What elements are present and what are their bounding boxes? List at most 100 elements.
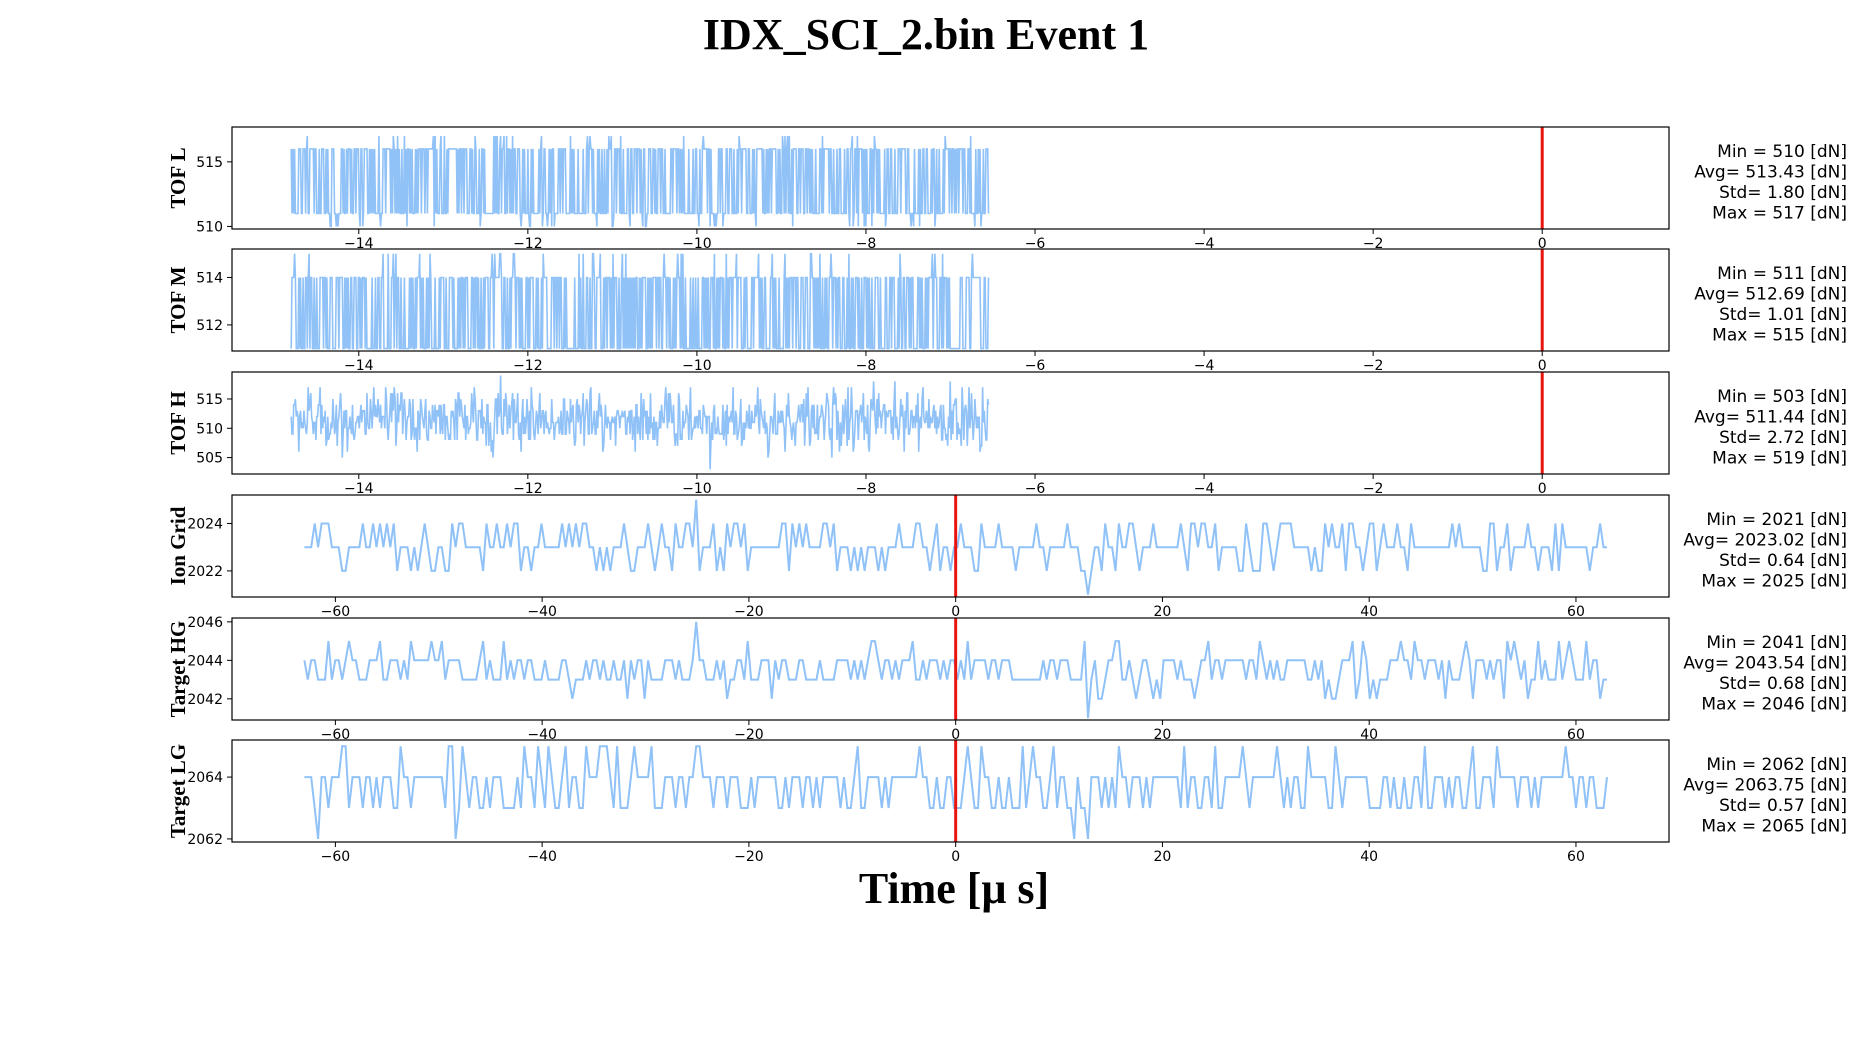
x-tick-label: 20 bbox=[1154, 604, 1172, 620]
y-tick-label: 512 bbox=[196, 318, 223, 334]
x-tick-label: 60 bbox=[1567, 849, 1585, 865]
y-tick-label: 2042 bbox=[187, 692, 223, 708]
stat-max: Max = 517 [dN] bbox=[1712, 204, 1847, 224]
x-tick-label: −14 bbox=[344, 481, 374, 497]
y-tick-label: 2022 bbox=[187, 564, 223, 580]
stat-avg: Avg= 511.44 [dN] bbox=[1694, 408, 1847, 428]
x-tick-label: −6 bbox=[1025, 481, 1046, 497]
stat-min: Min = 2062 [dN] bbox=[1706, 755, 1847, 775]
x-tick-label: −60 bbox=[321, 849, 351, 865]
x-tick-label: −8 bbox=[856, 358, 877, 374]
x-tick-label: 40 bbox=[1360, 604, 1378, 620]
stat-min: Min = 511 [dN] bbox=[1717, 264, 1847, 284]
x-tick-label: 40 bbox=[1360, 727, 1378, 743]
y-tick-label: 2046 bbox=[187, 615, 223, 631]
x-tick-label: −8 bbox=[856, 481, 877, 497]
y-tick-label: 2044 bbox=[187, 653, 223, 669]
x-tick-label: 0 bbox=[951, 727, 960, 743]
stat-max: Max = 519 [dN] bbox=[1712, 449, 1847, 469]
stat-std: Std= 0.57 [dN] bbox=[1719, 796, 1847, 816]
stat-max: Max = 2065 [dN] bbox=[1701, 817, 1847, 837]
x-tick-label: 0 bbox=[1538, 236, 1547, 252]
x-tick-label: 20 bbox=[1154, 849, 1172, 865]
axes-frame bbox=[231, 617, 1670, 721]
x-tick-label: −12 bbox=[513, 236, 543, 252]
x-tick-label: 0 bbox=[951, 604, 960, 620]
x-tick-label: −12 bbox=[513, 358, 543, 374]
trace-line bbox=[290, 135, 990, 228]
x-tick-label: 40 bbox=[1360, 849, 1378, 865]
x-axis-label: Time [μ s] bbox=[859, 864, 1049, 913]
x-tick-label: −4 bbox=[1194, 358, 1215, 374]
stat-min: Min = 2041 [dN] bbox=[1706, 633, 1847, 653]
stat-min: Min = 2021 [dN] bbox=[1706, 510, 1847, 530]
stat-avg: Avg= 513.43 [dN] bbox=[1694, 163, 1847, 183]
y-tick-label: 510 bbox=[196, 219, 223, 235]
stat-max: Max = 515 [dN] bbox=[1712, 326, 1847, 346]
axes-frame bbox=[231, 494, 1670, 598]
stat-avg: Avg= 512.69 [dN] bbox=[1694, 285, 1847, 305]
x-tick-label: −6 bbox=[1025, 236, 1046, 252]
stat-std: Std= 2.72 [dN] bbox=[1719, 428, 1847, 448]
trace-line bbox=[290, 375, 990, 470]
y-axis-label: TOF L bbox=[166, 147, 190, 208]
x-tick-label: −10 bbox=[682, 236, 712, 252]
panel-1: −14 −12 −10 −8 −6 −4 −2 0 510 515 TOF L Min = 510 [… bbox=[166, 126, 1847, 252]
x-tick-label: −14 bbox=[344, 358, 374, 374]
figure-title: IDX_SCI_2.bin Event 1 bbox=[703, 10, 1149, 59]
y-tick-label: 2062 bbox=[187, 832, 223, 848]
stat-max: Max = 2046 [dN] bbox=[1701, 695, 1847, 715]
axes-frame bbox=[231, 248, 1670, 352]
x-tick-label: −20 bbox=[734, 849, 764, 865]
stat-max: Max = 2025 [dN] bbox=[1701, 572, 1847, 592]
y-tick-label: 2024 bbox=[187, 516, 223, 532]
x-tick-label: 0 bbox=[1538, 481, 1547, 497]
y-axis-label: Target HG bbox=[166, 621, 190, 718]
y-axis-label: Target LG bbox=[166, 744, 190, 838]
x-tick-label: −20 bbox=[734, 604, 764, 620]
x-tick-label: −2 bbox=[1363, 236, 1384, 252]
x-tick-label: −8 bbox=[856, 236, 877, 252]
x-tick-label: −2 bbox=[1363, 358, 1384, 374]
panel-2: −14 −12 −10 −8 −6 −4 −2 0 512 514 TOF M Min = 511 [… bbox=[166, 248, 1847, 374]
x-tick-label: −4 bbox=[1194, 236, 1215, 252]
stat-std: Std= 0.64 [dN] bbox=[1719, 551, 1847, 571]
y-tick-label: 505 bbox=[196, 451, 223, 467]
stat-std: Std= 1.01 [dN] bbox=[1719, 305, 1847, 325]
axes-frame bbox=[231, 126, 1670, 230]
y-axis-label: Ion Grid bbox=[166, 506, 190, 585]
stat-std: Std= 1.80 [dN] bbox=[1719, 183, 1847, 203]
stat-std: Std= 0.68 [dN] bbox=[1719, 674, 1847, 694]
y-tick-label: 2064 bbox=[187, 770, 223, 786]
axes-frame bbox=[231, 371, 1670, 475]
x-tick-label: −4 bbox=[1194, 481, 1215, 497]
stat-avg: Avg= 2043.54 [dN] bbox=[1683, 654, 1847, 674]
stat-avg: Avg= 2063.75 [dN] bbox=[1683, 776, 1847, 796]
x-tick-label: −10 bbox=[682, 358, 712, 374]
y-tick-label: 515 bbox=[196, 155, 223, 171]
panel-3: −14 −12 −10 −8 −6 −4 −2 0 505 510 515 TOF H Min = 50… bbox=[166, 371, 1847, 497]
y-axis-label: TOF M bbox=[166, 266, 190, 333]
x-tick-label: −6 bbox=[1025, 358, 1046, 374]
x-tick-label: −60 bbox=[321, 727, 351, 743]
x-tick-label: −10 bbox=[682, 481, 712, 497]
stat-min: Min = 503 [dN] bbox=[1717, 387, 1847, 407]
x-tick-label: 60 bbox=[1567, 727, 1585, 743]
y-tick-label: 515 bbox=[196, 392, 223, 408]
stat-avg: Avg= 2023.02 [dN] bbox=[1683, 531, 1847, 551]
x-tick-label: −2 bbox=[1363, 481, 1384, 497]
y-tick-label: 514 bbox=[196, 270, 223, 286]
x-tick-label: −40 bbox=[527, 604, 557, 620]
y-axis-label: TOF H bbox=[166, 391, 190, 455]
axes-frame bbox=[231, 739, 1670, 843]
x-tick-label: 0 bbox=[1538, 358, 1547, 374]
x-tick-label: −40 bbox=[527, 849, 557, 865]
x-tick-label: −40 bbox=[527, 727, 557, 743]
stat-min: Min = 510 [dN] bbox=[1717, 142, 1847, 162]
x-tick-label: −60 bbox=[321, 604, 351, 620]
